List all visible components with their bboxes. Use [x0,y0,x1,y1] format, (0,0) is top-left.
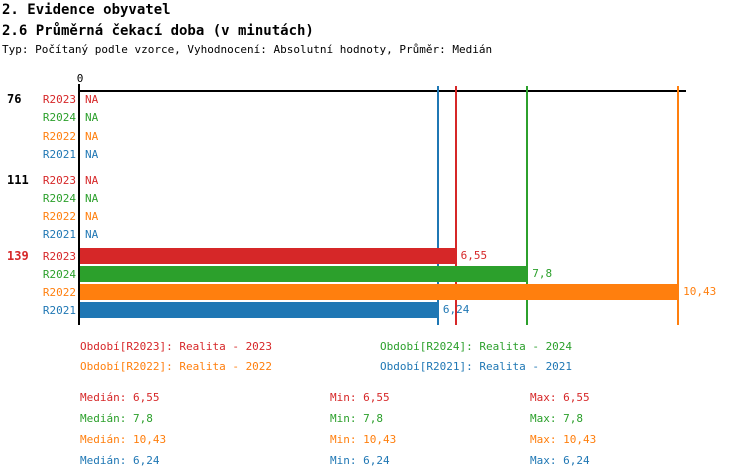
stat-median: Medián: 7,8 [80,412,153,425]
value-na: NA [85,111,99,124]
stat-min: Min: 6,55 [330,391,390,404]
stat-max: Max: 6,24 [530,454,590,467]
bar-value-label: 7,8 [532,267,553,280]
bar-value-label: 6,55 [460,249,488,262]
series-row-label: R2022 [42,286,76,299]
legend-item-r2021: Období[R2021]: Realita - 2021 [380,360,573,373]
group-label: 139 [7,249,29,263]
stat-min: Min: 10,43 [330,433,397,446]
page-title: 2. Evidence obyvatel [2,2,171,18]
stat-median: Medián: 6,55 [80,391,160,404]
series-row-label: R2023 [42,93,76,106]
x-axis-origin-label: 0 [76,72,84,85]
stat-median: Medián: 10,43 [80,433,167,446]
stat-max: Max: 7,8 [530,412,583,425]
legend-item-r2022: Období[R2022]: Realita - 2022 [80,360,273,373]
stat-max: Max: 6,55 [530,391,590,404]
series-row-label: R2023 [42,250,76,263]
bar-r2023 [80,248,456,264]
stat-min: Min: 7,8 [330,412,383,425]
legend-item-r2024: Období[R2024]: Realita - 2024 [380,340,573,353]
value-na: NA [85,130,99,143]
chart-meta-line: Typ: Počítaný podle vzorce, Vyhodnocení:… [2,43,493,56]
series-row-label: R2023 [42,174,76,187]
x-axis-line [78,90,686,92]
reference-line-r2021 [436,86,439,325]
bar-r2022 [80,284,679,300]
legend-item-r2023: Období[R2023]: Realita - 2023 [80,340,273,353]
chart-subtitle: 2.6 Průměrná čekací doba (v minutách) [2,23,314,39]
bar-r2021 [80,302,438,318]
series-row-label: R2024 [42,268,76,281]
reference-line-r2024 [526,86,529,325]
series-row-label: R2024 [42,192,76,205]
reference-line-r2023 [454,86,457,325]
group-label: 111 [7,173,29,187]
series-row-label: R2022 [42,210,76,223]
series-row-label: R2022 [42,130,76,143]
stat-median: Medián: 6,24 [80,454,160,467]
value-na: NA [85,174,99,187]
stat-max: Max: 10,43 [530,433,597,446]
value-na: NA [85,192,99,205]
bar-value-label: 10,43 [683,285,717,298]
reference-line-r2022 [677,86,680,325]
stat-min: Min: 6,24 [330,454,390,467]
value-na: NA [85,228,99,241]
series-row-label: R2024 [42,111,76,124]
series-row-label: R2021 [42,228,76,241]
series-row-label: R2021 [42,304,76,317]
value-na: NA [85,93,99,106]
bar-r2024 [80,266,528,282]
group-label: 76 [7,92,22,106]
bar-value-label: 6,24 [442,303,470,316]
value-na: NA [85,148,99,161]
y-axis-line [78,84,80,325]
value-na: NA [85,210,99,223]
series-row-label: R2021 [42,148,76,161]
